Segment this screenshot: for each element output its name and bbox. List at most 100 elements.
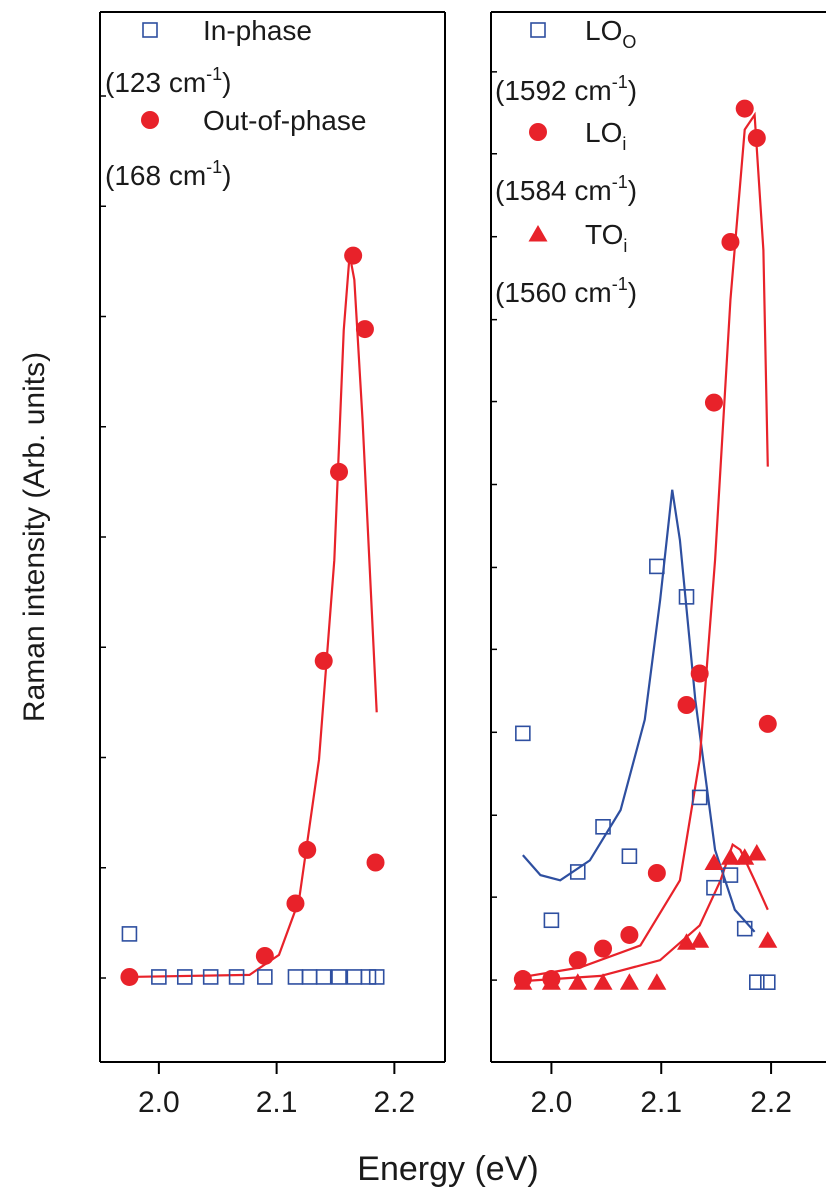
marker-circle: [690, 664, 709, 683]
wavenumber-text: ): [222, 67, 231, 98]
legend-wavenumber: (123 cm-1): [105, 64, 232, 98]
x-tick-label: 2.0: [138, 1086, 180, 1119]
marker-circle: [286, 894, 305, 913]
legend-name: In-phase: [203, 15, 312, 46]
marker-circle: [747, 129, 766, 147]
marker-triangle: [704, 853, 724, 870]
marker-square: [151, 969, 167, 985]
legend-label: LOO: [585, 15, 636, 52]
marker-circle: [677, 696, 696, 714]
x-tick-label: 2.0: [531, 1086, 573, 1119]
legend-marker: [141, 111, 159, 129]
marker-circle: [721, 232, 740, 251]
wavenumber-superscript: -1: [612, 72, 628, 92]
marker-square: [706, 879, 722, 896]
legend-label: In-phase: [203, 15, 312, 46]
legend-name: LO: [585, 15, 622, 46]
marker-circle: [620, 925, 639, 944]
marker-square: [678, 589, 695, 605]
marker-square: [346, 969, 363, 985]
marker-triangle: [568, 973, 588, 990]
marker-triangle: [747, 844, 767, 861]
wavenumber-text: ): [628, 75, 637, 106]
legend-name: Out-of-phase: [203, 105, 366, 136]
legend-label: LOi: [585, 117, 626, 154]
marker-square: [257, 969, 273, 985]
marker-square: [759, 974, 776, 991]
marker-square: [368, 969, 385, 985]
legend-marker: [142, 22, 158, 38]
marker-triangle: [758, 931, 778, 948]
marker-square: [749, 974, 765, 991]
wavenumber-text: ): [628, 175, 637, 206]
marker-circle: [594, 939, 613, 958]
marker-triangle: [541, 973, 561, 990]
fit-line: [129, 254, 378, 979]
marker-square: [287, 969, 304, 985]
marker-square: [515, 725, 531, 742]
legend-subscript: i: [622, 134, 626, 154]
marker-circle: [120, 967, 139, 986]
wavenumber-text: (1584 cm: [495, 175, 612, 206]
legend-name: TO: [585, 219, 623, 250]
fit-line: [522, 489, 756, 933]
marker-circle: [330, 462, 349, 481]
marker-triangle: [720, 848, 740, 865]
legend-subscript: i: [623, 236, 627, 256]
marker-square: [569, 864, 586, 880]
wavenumber-text: (1560 cm: [495, 277, 612, 308]
wavenumber-superscript: -1: [206, 157, 222, 177]
marker-triangle: [647, 973, 667, 990]
marker-circle: [298, 840, 317, 859]
marker-square: [595, 818, 611, 835]
marker-triangle: [677, 933, 697, 950]
wavenumber-text: ): [222, 160, 231, 191]
legend-wavenumber: (1560 cm-1): [495, 274, 637, 308]
marker-square: [649, 558, 665, 575]
marker-circle: [314, 651, 333, 670]
marker-square: [121, 926, 138, 942]
x-tick-label: 2.2: [374, 1086, 416, 1119]
legend-marker: [529, 123, 547, 141]
marker-square: [202, 969, 219, 985]
marker-circle: [344, 246, 363, 265]
fit-line: [522, 842, 769, 983]
wavenumber-text: (123 cm: [105, 67, 206, 98]
marker-circle: [355, 320, 374, 339]
legend-name: LO: [585, 117, 622, 148]
marker-circle: [758, 714, 777, 733]
marker-square: [176, 969, 193, 985]
legend-label: TOi: [585, 219, 627, 256]
wavenumber-text: (168 cm: [105, 160, 206, 191]
marker-square: [736, 920, 753, 937]
x-tick-label: 2.2: [750, 1086, 792, 1119]
legend-marker: [528, 225, 548, 242]
wavenumber-superscript: -1: [612, 172, 628, 192]
marker-square: [315, 969, 332, 985]
legend-wavenumber: (1584 cm-1): [495, 172, 637, 206]
legend-wavenumber: (168 cm-1): [105, 157, 232, 191]
marker-square: [301, 969, 318, 985]
marker-square: [621, 848, 638, 865]
marker-square: [360, 969, 377, 985]
wavenumber-superscript: -1: [612, 274, 628, 294]
fit-line: [522, 111, 769, 979]
legend-subscript: O: [622, 32, 636, 52]
marker-square: [331, 969, 347, 985]
x-tick-label: 2.1: [256, 1086, 298, 1119]
marker-triangle: [690, 931, 710, 948]
marker-triangle: [593, 973, 613, 990]
x-axis-label: Energy (eV): [357, 1150, 538, 1188]
marker-triangle: [619, 973, 639, 990]
y-axis-label: Raman intensity (Arb. units): [18, 352, 51, 722]
marker-circle: [366, 853, 385, 872]
marker-circle: [704, 393, 723, 412]
marker-square: [543, 912, 560, 929]
marker-square: [691, 789, 708, 806]
marker-square: [722, 867, 739, 883]
marker-triangle: [735, 848, 755, 865]
x-tick-label: 2.1: [640, 1086, 682, 1119]
marker-triangle: [513, 973, 533, 990]
legend-label: Out-of-phase: [203, 105, 366, 136]
